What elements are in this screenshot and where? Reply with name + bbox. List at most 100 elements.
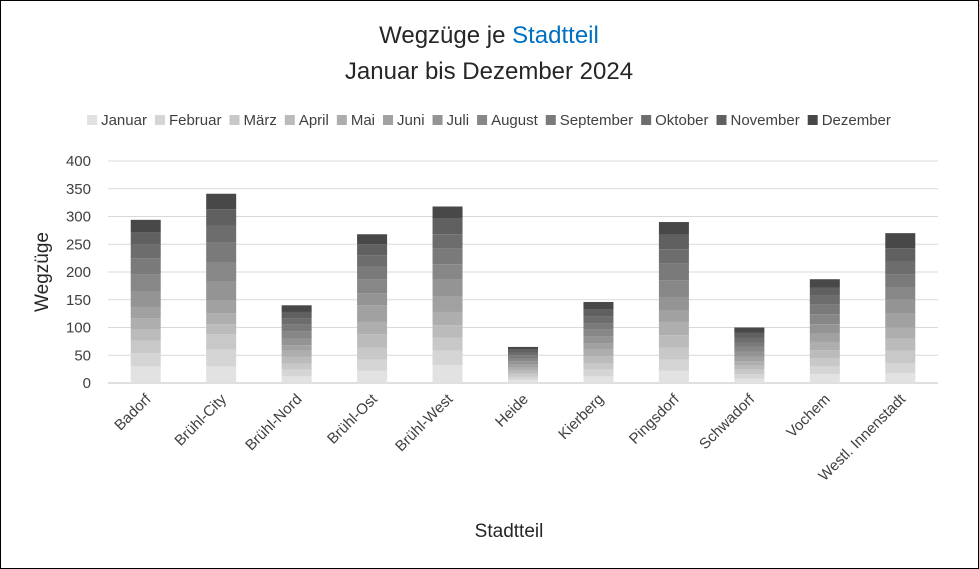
legend-label: September [560,112,633,129]
bar-segment [658,263,689,281]
bar-segment [206,242,237,263]
bar-segment [206,262,237,282]
legend-label: Mai [351,112,375,129]
bar-segment [734,356,765,362]
bar-segment [658,280,689,297]
legend-label: Februar [169,112,222,129]
bar-segment [130,353,161,367]
bar-segment [734,327,765,333]
x-axis-title: Stadtteil [475,521,544,542]
bar-segment [357,244,388,256]
y-tick-label: 200 [66,264,91,281]
y-tick-label: 150 [66,292,91,309]
bar-segment [130,258,161,275]
y-tick-label: 300 [66,209,91,226]
chart-title-line2: Januar bis Dezember 2024 [345,58,633,85]
bar-segment [734,346,765,352]
bar-segment [432,279,463,297]
legend-swatch [545,115,556,125]
bar-segment [583,363,614,370]
bar-segment [658,359,689,371]
bar-segment [734,351,765,357]
legend-label: April [299,112,329,129]
bar-segment [809,358,840,367]
bar-segment [658,321,689,336]
bar-segment [885,327,916,339]
bar-segment [885,338,916,351]
bar-segment [130,306,161,319]
bar-segment [583,316,614,324]
legend-label: Dezember [822,112,891,129]
bar-segment [281,324,312,332]
bar-segment [885,373,916,383]
bar-segment [734,378,765,383]
bar-segment [130,219,161,233]
bar-segment [508,352,538,356]
bar-segment [508,367,538,371]
bar-segment [885,286,916,300]
bar-segment [809,287,840,296]
x-tick-label: Brühl-Ost [324,390,381,447]
bar-segment [130,244,161,259]
bar-segment [432,350,463,366]
bar-segment [432,325,463,338]
x-axis-ticks: Badorf Brühl-City Brühl-Nord Brühl-Ost Brühl… [111,390,909,484]
bar-segment [130,340,161,354]
bar-segment [583,336,614,344]
legend-swatch [383,115,394,125]
legend-swatch [477,115,488,125]
bar-segment [432,218,463,235]
bar-segment [809,366,840,375]
bar-segment [508,349,538,353]
bar-segment [658,347,689,360]
legend-label: Juli [447,112,470,129]
bar-segment [809,314,840,325]
bar-segment [508,364,538,368]
x-tick-label: Heide [492,391,532,431]
bar-segment [206,225,237,243]
bar-segment [508,373,538,377]
bar-segment [130,291,161,307]
y-tick-label: 350 [66,181,91,198]
bar-segment [583,323,614,330]
bar-segment [357,293,388,306]
bar-segment [809,350,840,359]
bar-segment [432,337,463,351]
bar-segment [885,363,916,374]
chart-title-prefix: Wegzüge je [379,22,512,49]
bar-segment [357,255,388,267]
bar-segment [885,313,916,328]
bar-segment [281,331,312,339]
bar-segment [885,299,916,314]
legend-label: März [243,112,276,129]
bar-segment [281,345,312,351]
x-tick-label: Kierberg [555,391,607,443]
bar-segment [206,209,237,226]
chart-title-highlight: Stadtteil [512,22,599,49]
bar-segment [508,370,538,374]
bar-segment [281,311,312,319]
bar-segment [734,361,765,366]
legend-swatch [716,115,727,125]
bar-segment [885,261,916,275]
bar-segment [658,335,689,348]
bar-segment [734,337,765,343]
bar-segment [734,365,765,370]
bar-segment [658,249,689,264]
bar-segment [885,248,916,262]
legend-label: Juni [397,112,425,129]
legend-label: Januar [101,112,147,129]
bar-segment [508,379,538,383]
bar-segment [658,296,689,311]
bar-segment [281,305,312,312]
bar-segment [281,338,312,346]
bar-segment [432,264,463,280]
legend-label: November [731,112,800,129]
x-tick-label: Schwadorf [696,390,759,453]
bar-segment [583,329,614,337]
x-tick-label: Brühl-West [392,390,457,455]
bar-segment [809,295,840,305]
bar-segment [130,232,161,245]
bar-segment [130,366,161,383]
